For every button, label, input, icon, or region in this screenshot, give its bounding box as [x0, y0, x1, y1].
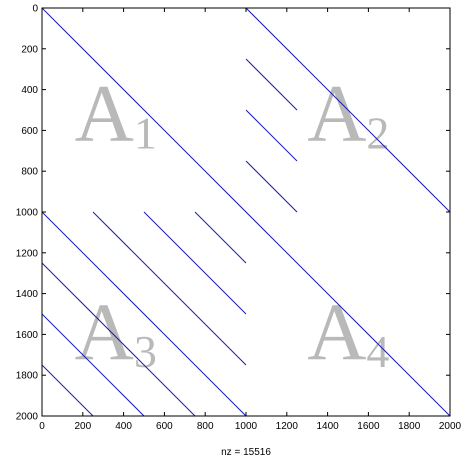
block-label-a2: A2 [307, 68, 389, 159]
block-label-subscript: 2 [366, 108, 389, 159]
nonzero-diagonal-7 [143, 211, 247, 315]
x-tick-label: 1200 [276, 421, 299, 432]
x-tick-label: 1000 [235, 421, 258, 432]
block-label-a1: A1 [75, 68, 157, 159]
block-label-a3: A3 [75, 286, 157, 377]
nonzero-diagonal-10 [41, 262, 196, 417]
x-tick-label: 0 [39, 421, 45, 432]
block-label-letter: A [307, 68, 366, 159]
nonzero-diagonal-6 [92, 211, 247, 366]
x-tick-label: 1400 [316, 421, 339, 432]
y-tick-label: 1000 [16, 208, 39, 219]
y-tick-label: 400 [21, 85, 38, 96]
nonzero-diagonal-3 [245, 58, 298, 111]
y-tick-label: 1800 [16, 371, 39, 382]
nonzero-diagonal-4 [245, 109, 298, 162]
x-tick-label: 1800 [398, 421, 421, 432]
nonzero-diagonal-5 [245, 160, 298, 213]
nonzero-pattern [41, 7, 451, 417]
y-tick-label: 600 [21, 126, 38, 137]
y-tick-label: 1200 [16, 248, 39, 259]
x-tick-label: 200 [74, 421, 91, 432]
y-tick-label: 1600 [16, 330, 39, 341]
y-tick-label: 0 [32, 4, 38, 15]
nonzero-diagonal-11 [41, 313, 145, 417]
block-label-subscript: 3 [134, 326, 157, 377]
axis-ticks: 0 200 400 600 800 1000 1200 1400 1600 1800 2000020… [16, 4, 462, 433]
nonzero-diagonal-2 [245, 7, 451, 213]
block-label-subscript: 1 [134, 108, 157, 159]
nonzero-diagonal-8 [194, 211, 247, 264]
x-tick-label: 1600 [357, 421, 380, 432]
x-axis-label: nz = 15516 [221, 447, 271, 458]
nonzero-diagonal-12 [41, 364, 94, 417]
block-label-letter: A [307, 286, 366, 377]
x-tick-label: 600 [156, 421, 173, 432]
block-label-letter: A [75, 68, 134, 159]
y-tick-label: 200 [21, 44, 38, 55]
x-tick-label: 2000 [439, 421, 462, 432]
nonzero-diagonal-1 [41, 7, 451, 417]
x-tick-label: 400 [115, 421, 132, 432]
y-tick-label: 1400 [16, 289, 39, 300]
nonzero-diagonal-9 [41, 211, 247, 417]
x-tick-label: 800 [197, 421, 214, 432]
y-tick-label: 800 [21, 167, 38, 178]
block-label-a4: A4 [307, 286, 389, 377]
y-tick-label: 2000 [16, 412, 39, 423]
block-label-letter: A [75, 286, 134, 377]
